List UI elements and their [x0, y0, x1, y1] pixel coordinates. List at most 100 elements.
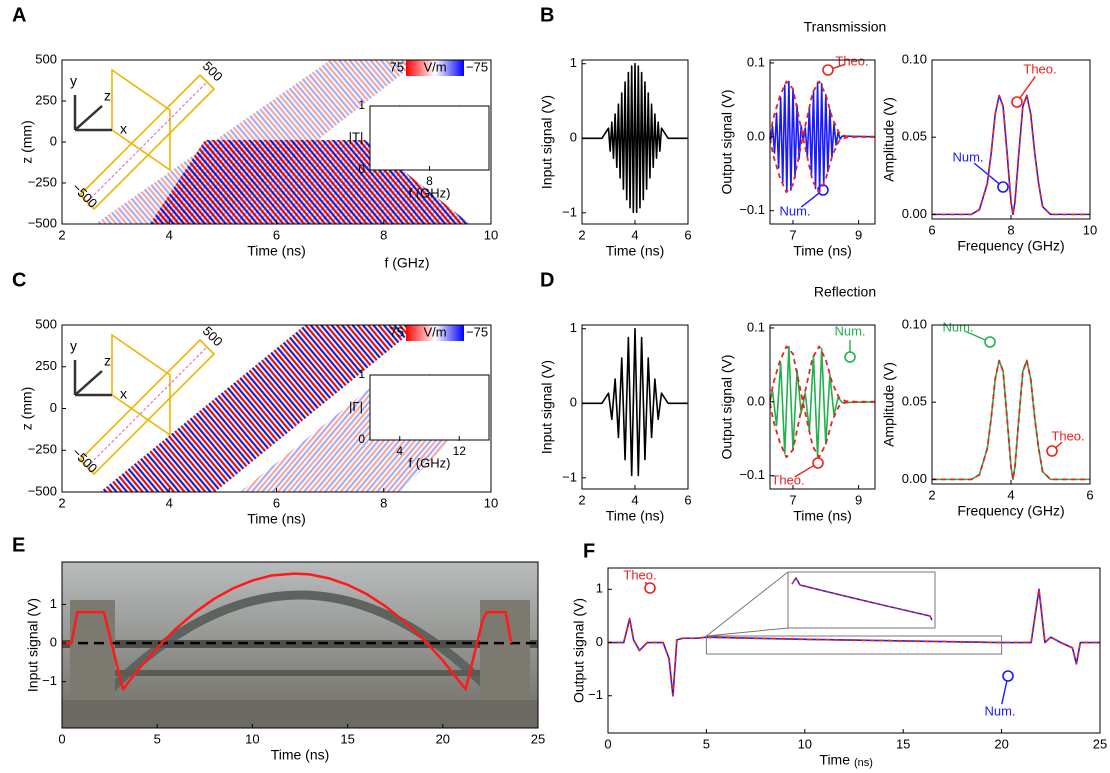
field-band — [100, 325, 420, 492]
plane — [111, 333, 171, 437]
colorbar-tick-label: 75 — [390, 59, 404, 74]
data-line — [769, 80, 875, 138]
callout-arrow — [973, 162, 1000, 185]
y-tick-label: 1 — [358, 367, 365, 381]
y-tick-label: 0 — [50, 133, 57, 148]
callout-circle — [1011, 96, 1023, 108]
callout-arrow — [965, 330, 986, 341]
y-axis-label: |T| — [349, 129, 364, 144]
y-axis-label: Output signal (V) — [719, 354, 735, 459]
y-tick-label: 0 — [596, 634, 603, 649]
coord-label: y — [70, 338, 77, 354]
bridge-deck — [62, 640, 538, 648]
callout-arrow — [800, 192, 820, 208]
zoom-region — [705, 635, 1003, 655]
y-axis-label: Output signal (V) — [719, 89, 735, 194]
inset-bg — [370, 106, 489, 170]
x-tick-label: 2 — [58, 495, 65, 510]
plane — [78, 73, 216, 211]
x-axis-label: Time (ns) — [247, 243, 306, 259]
y-axis-label: z (mm) — [19, 387, 35, 431]
y-tick-label: −1 — [42, 673, 57, 688]
y-tick-label: −1 — [588, 687, 603, 702]
callout-arrow — [1055, 441, 1063, 449]
x-tick-label: 5 — [703, 736, 710, 751]
callout-circle — [644, 582, 656, 594]
bridge-deck — [110, 670, 490, 676]
y-axis-label: Input signal (V) — [539, 360, 555, 454]
x-tick-label: 2 — [928, 487, 935, 502]
plane — [78, 338, 216, 476]
x-axis-label: Time (ns) — [271, 747, 330, 763]
y-axis-label: Output signal (V) — [571, 598, 587, 703]
x-axis-label: Time (ns) — [247, 511, 306, 527]
y-axis-label: Amplitude (V) — [881, 362, 897, 447]
x-tick-label: 6 — [684, 227, 691, 242]
data-line — [932, 94, 1090, 216]
coord-label: z — [104, 88, 111, 104]
centerline — [86, 81, 208, 203]
colorbar — [406, 60, 464, 76]
plane — [111, 68, 171, 172]
callout-circle — [812, 457, 824, 469]
x-tick-label: 7 — [789, 492, 796, 507]
river — [62, 700, 538, 728]
coord-label: z — [104, 353, 111, 369]
zoom-inset — [705, 571, 1003, 655]
callout-circle — [984, 336, 996, 348]
y-tick-label: 0 — [358, 432, 365, 446]
callout-arrow — [1001, 680, 1008, 705]
inset-bg — [370, 375, 489, 440]
y-axis-label: Input signal (V) — [25, 598, 41, 692]
zoom-connector — [706, 571, 789, 637]
plot-frame — [369, 374, 490, 441]
y-axis-label: |Γ| — [349, 399, 363, 414]
x-tick-label: 4 — [631, 492, 638, 507]
y-tick-label: 1 — [358, 98, 365, 112]
y-tick-label: −500 — [28, 215, 57, 230]
callout-circle — [844, 351, 856, 363]
zoom-connector — [706, 627, 789, 637]
y-axis-label: Input signal (V) — [539, 95, 555, 189]
data-line — [769, 135, 875, 194]
callout-arrow — [832, 63, 845, 70]
x-tick-label: 20 — [436, 731, 450, 746]
x-axis-label: Time (ns) — [793, 508, 852, 524]
x-tick-label: 4 — [1007, 487, 1014, 502]
y-tick-label: 1 — [570, 55, 577, 70]
x-tick-label: 6 — [684, 492, 691, 507]
series-label: Num. — [952, 149, 983, 164]
x-axis-label: f (GHz) — [409, 455, 451, 470]
panel-letter: F — [583, 540, 595, 562]
x-axis-label: Frequency (GHz) — [957, 503, 1064, 519]
x-tick-label: 15 — [340, 731, 354, 746]
x-axis-label: Frequency (GHz) — [957, 238, 1064, 254]
x-tick-label: 25 — [1093, 736, 1107, 751]
x-tick-label: 2 — [578, 492, 585, 507]
y-tick-label: 1 — [570, 320, 577, 335]
series-label: Num. — [984, 703, 1015, 718]
y-tick-label: 0 — [50, 635, 57, 650]
plot-frame — [607, 567, 1101, 734]
panel-letter: D — [540, 269, 554, 291]
coord-axis — [74, 370, 103, 396]
callout-circle — [1046, 445, 1058, 457]
callout-circle — [997, 181, 1009, 193]
data-line — [932, 359, 1090, 481]
x-tick-label: 10 — [245, 731, 259, 746]
x-tick-label: 8 — [1007, 222, 1014, 237]
callout-arrow — [794, 464, 815, 478]
data-line — [769, 400, 875, 459]
y-tick-label: 0.05 — [902, 394, 927, 409]
y-tick-label: 0.00 — [902, 206, 927, 221]
y-tick-label: 250 — [35, 358, 57, 373]
panel-letter: B — [540, 4, 554, 26]
centerline — [86, 346, 208, 468]
series-label: Theo. — [1023, 61, 1056, 76]
x-tick-label: 6 — [1086, 487, 1093, 502]
plot-frame — [769, 324, 876, 490]
series-label: Theo. — [771, 472, 804, 487]
y-tick-label: 0.0 — [747, 128, 765, 143]
y-tick-label: 250 — [35, 92, 57, 107]
